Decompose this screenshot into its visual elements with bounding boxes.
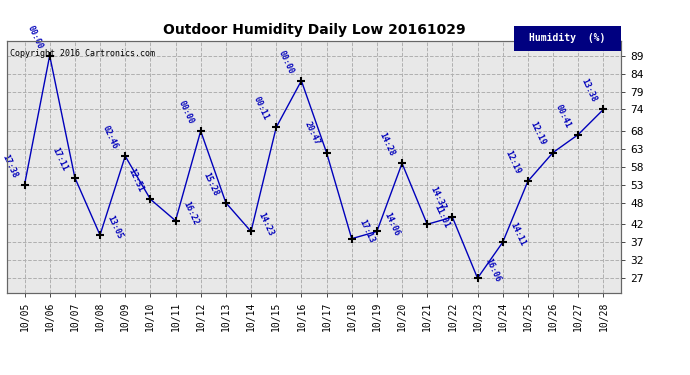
Text: 14:06: 14:06 [382,211,401,237]
Text: 11:01: 11:01 [433,203,451,230]
Text: 00:41: 00:41 [554,102,573,129]
Text: 02:46: 02:46 [101,124,119,150]
Text: 15:28: 15:28 [201,171,220,197]
Text: Humidity  (%): Humidity (%) [529,33,606,44]
Text: Copyright 2016 Cartronics.com: Copyright 2016 Cartronics.com [10,49,155,58]
Text: 13:38: 13:38 [579,77,598,104]
Text: 14:23: 14:23 [257,211,275,237]
Text: 17:38: 17:38 [0,153,19,179]
Text: 14:37: 14:37 [428,185,447,211]
Text: 12:19: 12:19 [529,120,547,147]
Text: 17:13: 17:13 [357,218,376,244]
Text: 16:06: 16:06 [483,257,502,284]
Text: 20:47: 20:47 [302,120,321,147]
Title: Outdoor Humidity Daily Low 20161029: Outdoor Humidity Daily Low 20161029 [163,23,465,37]
Text: 00:00: 00:00 [177,99,195,125]
Text: 00:00: 00:00 [277,49,296,75]
Text: 00:11: 00:11 [252,95,270,122]
Text: 00:00: 00:00 [26,24,44,50]
Text: 14:11: 14:11 [509,221,527,248]
Text: 16:22: 16:22 [181,200,200,226]
Text: 17:11: 17:11 [50,146,69,172]
Text: 12:19: 12:19 [504,149,522,176]
Text: 12:51: 12:51 [126,167,145,194]
Text: 14:28: 14:28 [377,131,397,158]
Text: 13:05: 13:05 [106,214,124,241]
